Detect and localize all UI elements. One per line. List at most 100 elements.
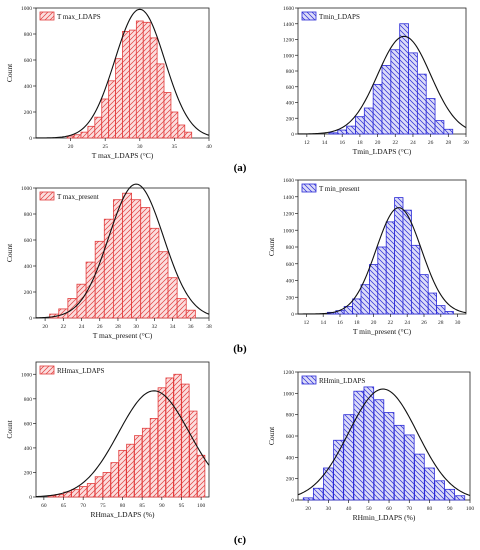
legend-swatch (301, 11, 317, 21)
histogram-bar (140, 207, 151, 319)
histogram-bar (167, 277, 178, 319)
histogram-bar (197, 454, 206, 498)
y-tick-label: 600 (286, 262, 295, 268)
x-tick-label: 30 (133, 324, 139, 330)
y-tick-label: 600 (286, 85, 295, 91)
y-axis-label: Count (5, 63, 14, 82)
y-tick-label: 1200 (283, 38, 294, 44)
y-axis-label: Count (5, 243, 14, 262)
normal-fit-curve (297, 35, 467, 135)
histogram-bar (149, 418, 159, 498)
histogram-bar (122, 30, 130, 139)
panel-label-c: (c) (234, 534, 247, 546)
x-tick-label: 25 (102, 144, 108, 150)
x-tick-label: 90 (447, 506, 453, 512)
y-tick-label: 200 (286, 116, 295, 122)
x-tick-label: 26 (428, 140, 434, 146)
histogram-bar (372, 83, 383, 135)
histogram-bar (165, 377, 174, 498)
y-tick-label: 1000 (21, 372, 32, 378)
y-tick-label: 1600 (283, 6, 294, 12)
x-tick-label: 90 (159, 503, 165, 509)
histogram-bar (363, 107, 374, 135)
legend-label: T max_LDAPS (57, 13, 101, 21)
chart-panel-3: 20 22 24 26 28 30 32 34 36 38 0 200 400 600 800 1000 T m… (5, 183, 212, 340)
histogram-bar (394, 197, 404, 315)
y-tick-label: 400 (286, 279, 295, 285)
x-tick-label: 24 (79, 324, 85, 330)
normal-fit-curve (35, 183, 210, 319)
x-tick-label: 75 (100, 503, 106, 509)
x-tick-label: 22 (393, 140, 399, 146)
histogram-bar (346, 125, 356, 135)
x-tick-label: 20 (42, 324, 48, 330)
x-axis-label: RHmax_LDAPS (%) (91, 510, 155, 519)
x-tick-label: 40 (206, 144, 212, 150)
histogram-bar (87, 125, 96, 139)
histogram-bar (142, 21, 151, 139)
legend-swatch (39, 191, 55, 201)
normal-fit-curve (297, 388, 471, 496)
x-tick-label: 18 (357, 140, 363, 146)
histogram-bar (312, 487, 324, 501)
histogram-bar (177, 124, 186, 139)
x-tick-label: 34 (170, 324, 176, 330)
legend-swatch (301, 375, 317, 385)
x-tick-label: 35 (172, 144, 178, 150)
x-tick-label: 28 (438, 320, 444, 326)
x-tick-label: 80 (427, 506, 433, 512)
histogram-bar (79, 486, 88, 498)
panel-label-a: (a) (234, 162, 247, 174)
histogram-bar (110, 462, 119, 498)
y-tick-label: 1000 (21, 6, 32, 12)
y-tick-label: 1200 (283, 370, 294, 376)
x-tick-label: 12 (304, 140, 310, 146)
histogram-bar (108, 80, 116, 139)
histogram-bar (427, 292, 438, 315)
x-tick-label: 18 (354, 320, 360, 326)
histogram-bar (115, 58, 123, 139)
y-axis-label: Count (5, 419, 14, 438)
histogram-bar (377, 246, 387, 315)
x-tick-label: 80 (120, 503, 126, 509)
x-axis-label: T max_LDAPS (°C) (92, 151, 154, 160)
x-tick-label: 95 (179, 503, 185, 509)
x-tick-label: 26 (97, 324, 103, 330)
legend-swatch (39, 11, 55, 21)
histogram-bar (129, 29, 137, 139)
x-tick-label: 14 (320, 320, 326, 326)
y-tick-label: 800 (24, 32, 33, 38)
x-axis-label: RHmin_LDAPS (%) (353, 513, 416, 522)
y-tick-label: 800 (286, 413, 295, 419)
histogram-bar (71, 489, 80, 498)
x-tick-label: 60 (386, 506, 392, 512)
y-tick-label: 400 (24, 264, 33, 270)
histogram-bar (454, 495, 466, 501)
x-tick-label: 30 (137, 144, 143, 150)
x-tick-label: 30 (463, 140, 469, 146)
y-tick-label: 1000 (283, 391, 294, 397)
histogram-bar (101, 98, 110, 139)
y-tick-label: 1000 (283, 228, 294, 234)
histogram-bar (73, 134, 82, 139)
histogram-bar (58, 308, 69, 319)
histogram-bar (185, 309, 196, 319)
histogram-bar (444, 311, 454, 315)
histogram-bar (383, 412, 395, 501)
y-tick-label: 800 (24, 397, 33, 403)
x-tick-label: 14 (322, 140, 328, 146)
histogram-bar (385, 221, 396, 315)
histogram-bar (353, 390, 364, 501)
y-tick-label: 0 (29, 136, 32, 142)
histogram-bar (131, 199, 142, 319)
y-axis-label: Count (267, 426, 276, 445)
x-tick-label: 28 (115, 324, 121, 330)
x-axis-label: Tmin_LDAPS (°C) (353, 147, 412, 156)
x-tick-label: 28 (446, 140, 452, 146)
x-tick-label: 20 (371, 320, 377, 326)
histogram-bar (149, 227, 160, 319)
histogram-bar (102, 472, 111, 498)
histogram-bar (410, 244, 421, 315)
x-tick-label: 85 (139, 503, 145, 509)
